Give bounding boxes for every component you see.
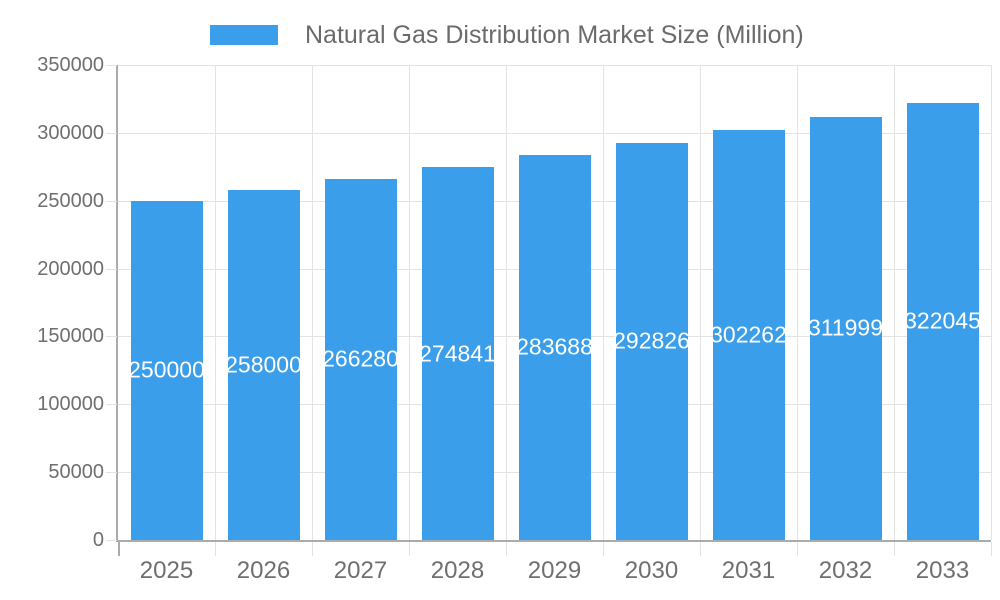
y-axis-tick-label: 100000 — [37, 393, 104, 416]
y-axis-tick-label: 200000 — [37, 257, 104, 280]
x-axis-tick-label: 2028 — [430, 557, 485, 584]
x-axis-tick — [991, 542, 992, 556]
gridline-vertical — [700, 65, 701, 540]
y-axis-tick — [106, 472, 117, 474]
gridline-vertical — [603, 65, 604, 540]
x-axis-tick — [215, 542, 216, 556]
legend-color-swatch — [210, 25, 278, 45]
gridline-vertical — [894, 65, 895, 540]
gridline-horizontal — [118, 132, 991, 134]
x-axis-tick-label: 2026 — [236, 557, 291, 584]
y-axis-tick-label: 50000 — [48, 461, 104, 484]
y-axis-tick — [106, 268, 117, 270]
x-axis-tick-label: 2031 — [721, 557, 776, 584]
bar-2029[interactable] — [518, 154, 591, 540]
x-axis-tick — [797, 542, 798, 556]
x-axis-tick-label: 2027 — [333, 557, 388, 584]
legend-label: Natural Gas Distribution Market Size (Mi… — [305, 21, 804, 49]
gridline-vertical — [409, 65, 410, 540]
y-axis-tick-label: 250000 — [37, 189, 104, 212]
gridline-vertical — [312, 65, 313, 540]
bar-2032[interactable] — [809, 116, 882, 540]
x-axis-tick — [603, 542, 604, 556]
bar-2027[interactable] — [324, 178, 397, 540]
x-axis-tick-label: 2033 — [915, 557, 970, 584]
gridline-vertical — [797, 65, 798, 540]
y-axis-tick — [106, 404, 117, 406]
x-axis-tick — [700, 542, 701, 556]
x-axis-tick — [409, 542, 410, 556]
gridline-vertical — [506, 65, 507, 540]
gridline-vertical — [215, 65, 216, 540]
bar-2030[interactable] — [615, 142, 688, 540]
bar-2033[interactable] — [906, 102, 979, 540]
x-axis-tick — [312, 542, 313, 556]
y-axis-tick-label: 300000 — [37, 121, 104, 144]
gridline-horizontal — [118, 65, 991, 66]
y-axis-tick-label: 350000 — [37, 54, 104, 76]
x-axis-tick — [894, 542, 895, 556]
x-axis-tick — [506, 542, 507, 556]
y-axis-tick — [106, 200, 117, 202]
y-axis-tick — [106, 132, 117, 134]
bar-2025[interactable] — [130, 200, 203, 540]
y-axis-tick — [106, 65, 117, 66]
plot-area: 250000 258000 266280 274841 283688 292826 3022… — [116, 65, 992, 542]
bar-2028[interactable] — [421, 167, 494, 540]
gridline-vertical — [991, 65, 992, 540]
bar-2031[interactable] — [712, 129, 785, 540]
x-axis-tick-label: 2032 — [818, 557, 873, 584]
y-axis-tick-label: 0 — [92, 529, 104, 551]
y-axis-tick — [106, 540, 117, 541]
x-axis-tick — [118, 542, 120, 556]
y-axis-tick-label: 150000 — [37, 325, 104, 348]
x-axis-tick-label: 2030 — [624, 557, 679, 584]
x-axis-tick-label: 2029 — [527, 557, 582, 584]
x-axis-tick-label: 2025 — [139, 557, 194, 584]
bar-2026[interactable] — [227, 189, 300, 540]
y-axis-tick — [106, 336, 117, 338]
